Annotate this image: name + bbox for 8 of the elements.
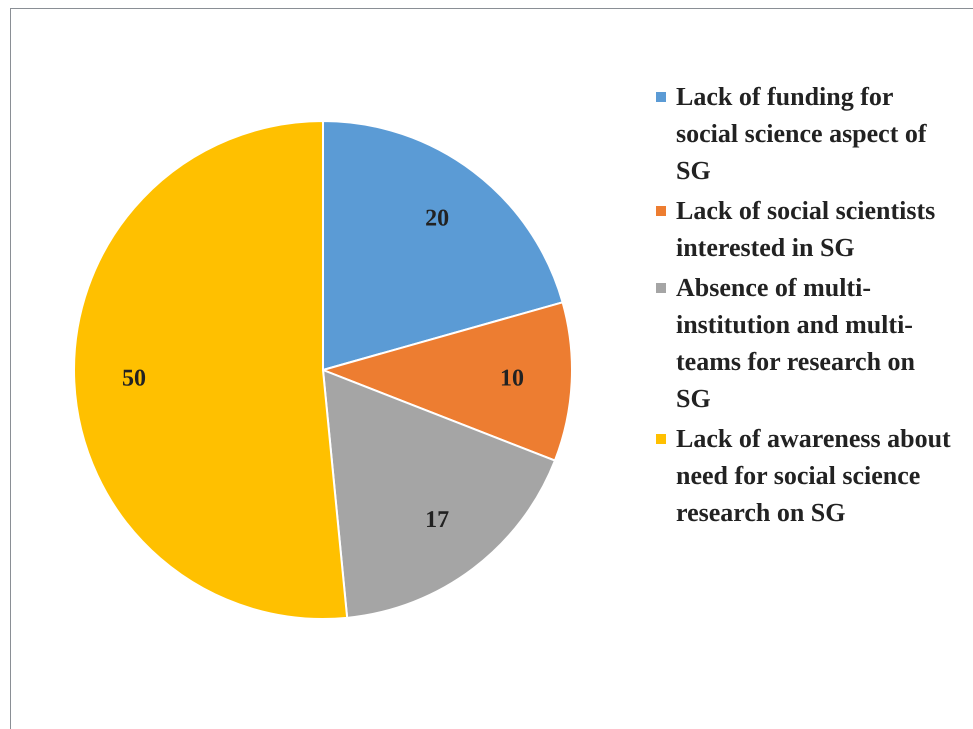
- legend-label: Lack of awareness about need for social science research on SG: [676, 424, 951, 527]
- data-label: 10: [500, 365, 524, 392]
- data-label: 50: [122, 365, 146, 392]
- legend-label: Absence of multi-institution and multi-teams for research on SG: [676, 273, 916, 413]
- legend-label: Lack of social scientists interested in SG: [676, 196, 936, 262]
- data-label: 17: [425, 507, 450, 534]
- legend-label: Lack of funding for social science aspect of SG: [676, 82, 927, 185]
- data-label: 20: [425, 205, 450, 232]
